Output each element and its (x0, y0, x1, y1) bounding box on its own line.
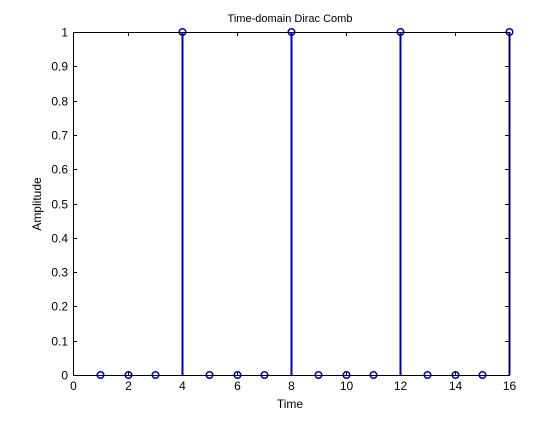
y-axis-ticks: 0 0.1 0.2 0.3 0.4 0.5 0.6 0.7 0.8 0.9 1 (51, 26, 509, 383)
x-tick-label: 4 (179, 379, 186, 393)
x-tick-label: 16 (503, 379, 517, 393)
y-tick-label: 0.5 (51, 198, 68, 212)
chart-title: Time-domain Dirac Comb (228, 13, 353, 25)
x-tick-label: 8 (288, 379, 295, 393)
x-tick-label: 2 (125, 379, 132, 393)
y-tick-label: 0.4 (51, 232, 68, 246)
y-tick-label: 0.6 (51, 163, 68, 177)
y-tick-label: 0.9 (51, 60, 68, 74)
y-tick-label: 0.3 (51, 266, 68, 280)
y-tick-label: 0.2 (51, 300, 68, 314)
y-tick-label: 0 (61, 369, 68, 383)
y-tick-label: 1 (61, 26, 68, 40)
plot-frame (73, 32, 510, 376)
x-tick-label: 0 (70, 379, 77, 393)
x-tick-label: 14 (449, 379, 463, 393)
y-axis-label: Amplitude (30, 177, 44, 231)
y-tick-label: 0.7 (51, 129, 68, 143)
y-tick-label: 0.8 (51, 95, 68, 109)
x-tick-label: 12 (394, 379, 408, 393)
x-tick-label: 10 (340, 379, 354, 393)
x-tick-label: 6 (234, 379, 241, 393)
y-tick-label: 0.1 (51, 335, 68, 349)
x-axis-label: Time (277, 397, 304, 411)
